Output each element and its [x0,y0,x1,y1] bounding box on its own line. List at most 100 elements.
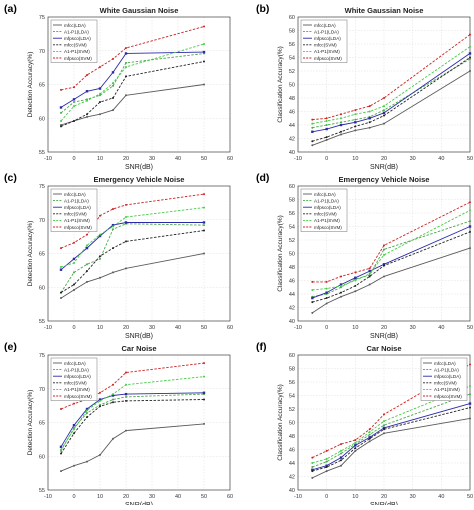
data-point [86,113,88,116]
data-point [368,105,371,108]
x-tick-label: 40 [438,494,444,500]
data-point [368,437,371,440]
data-point [60,88,62,91]
axes-frame [297,16,471,153]
data-point [311,468,314,471]
data-point [85,246,89,250]
data-point [325,464,328,467]
data-point [383,253,385,256]
data-point [73,428,75,431]
x-tick-label: 20 [381,156,387,162]
data-point [340,443,342,446]
data-point [354,121,357,124]
data-point [340,133,342,136]
data-point [340,291,342,294]
data-point [354,449,357,452]
data-point [469,70,471,72]
data-point [325,280,328,283]
data-point [73,101,75,104]
legend-label: A1-P1(LDA) [64,367,89,372]
y-tick-label: 58 [289,367,295,373]
x-tick-label: 40 [175,325,181,331]
data-point [125,399,127,402]
y-tick-label: 58 [289,198,295,204]
data-point [73,86,75,89]
legend-box [300,188,348,232]
data-point [382,111,386,115]
data-point [340,449,342,452]
data-point [340,130,342,133]
data-point [112,82,114,85]
data-point [86,270,88,273]
y-tick-label: 54 [289,394,295,400]
x-axis-label: SNR(dB) [125,164,153,171]
data-point [340,464,342,467]
data-point [383,264,385,267]
data-point [368,269,371,273]
data-point [311,462,314,464]
x-tick-label: 40 [175,156,181,162]
data-point [60,111,62,114]
chart-title: Car Noise [366,344,401,353]
x-tick-label: 20 [123,156,129,162]
data-point [469,230,471,233]
chart-title: Emergency Vehicle Noise [94,175,185,184]
data-point [325,119,328,122]
y-tick-label: 56 [289,42,295,48]
data-point [86,416,88,419]
x-tick-label: 10 [352,156,358,162]
data-point [73,119,75,122]
legend-label: mfpsco(LDA) [434,374,461,379]
data-point [60,247,62,250]
x-axis-label: SNR(dB) [125,333,153,340]
data-point [73,432,75,435]
legend-label: mfcc(LDA) [434,361,456,366]
y-tick-label: 54 [289,225,295,231]
x-tick-label: 20 [123,325,129,331]
data-point [340,113,342,116]
x-tick-label: -10 [44,156,52,162]
data-point [340,295,342,298]
legend-label: mfcc(SVM) [64,381,87,386]
x-tick-label: 40 [438,325,444,331]
legend-label: mfpsco(SVM) [434,394,462,399]
data-point [368,433,371,436]
data-point [468,225,472,228]
axes-frame [297,185,471,322]
legend-label: mfpsco(SVM) [64,56,92,61]
data-point [73,261,75,264]
data-point [368,272,371,275]
data-point [72,424,76,427]
data-point [112,401,114,404]
data-point [382,426,386,430]
x-tick-label: 50 [467,325,473,331]
x-tick-label: 50 [467,494,473,500]
x-tick-label: 30 [149,156,155,162]
data-point [311,144,314,147]
data-point [339,456,343,459]
legend-label: mfcc(LDA) [64,192,86,197]
data-point [203,362,205,365]
data-point [354,109,357,112]
data-point [99,101,101,104]
data-point [325,291,328,294]
x-tick-label: 60 [227,156,233,162]
y-tick-label: 60 [289,184,295,190]
legend-box [300,19,348,63]
data-point [468,402,472,405]
data-point [112,97,114,99]
data-point [383,248,385,251]
data-point [340,117,342,120]
data-point [339,123,343,127]
data-point [98,234,102,238]
legend-label: A1-P1(LDA) [314,198,339,203]
data-point [203,398,205,401]
legend-box [420,357,468,401]
y-tick-label: 55 [39,150,45,156]
x-tick-label: 50 [201,156,207,162]
data-point [59,106,63,109]
legend-label: A1-P1(SVM) [64,218,90,223]
legend: mfcc(LDA)A1-P1(LDA) mfpsco(LDA) mfcc(SVM)A… [300,188,348,232]
data-point [325,297,328,300]
data-point [469,56,471,59]
